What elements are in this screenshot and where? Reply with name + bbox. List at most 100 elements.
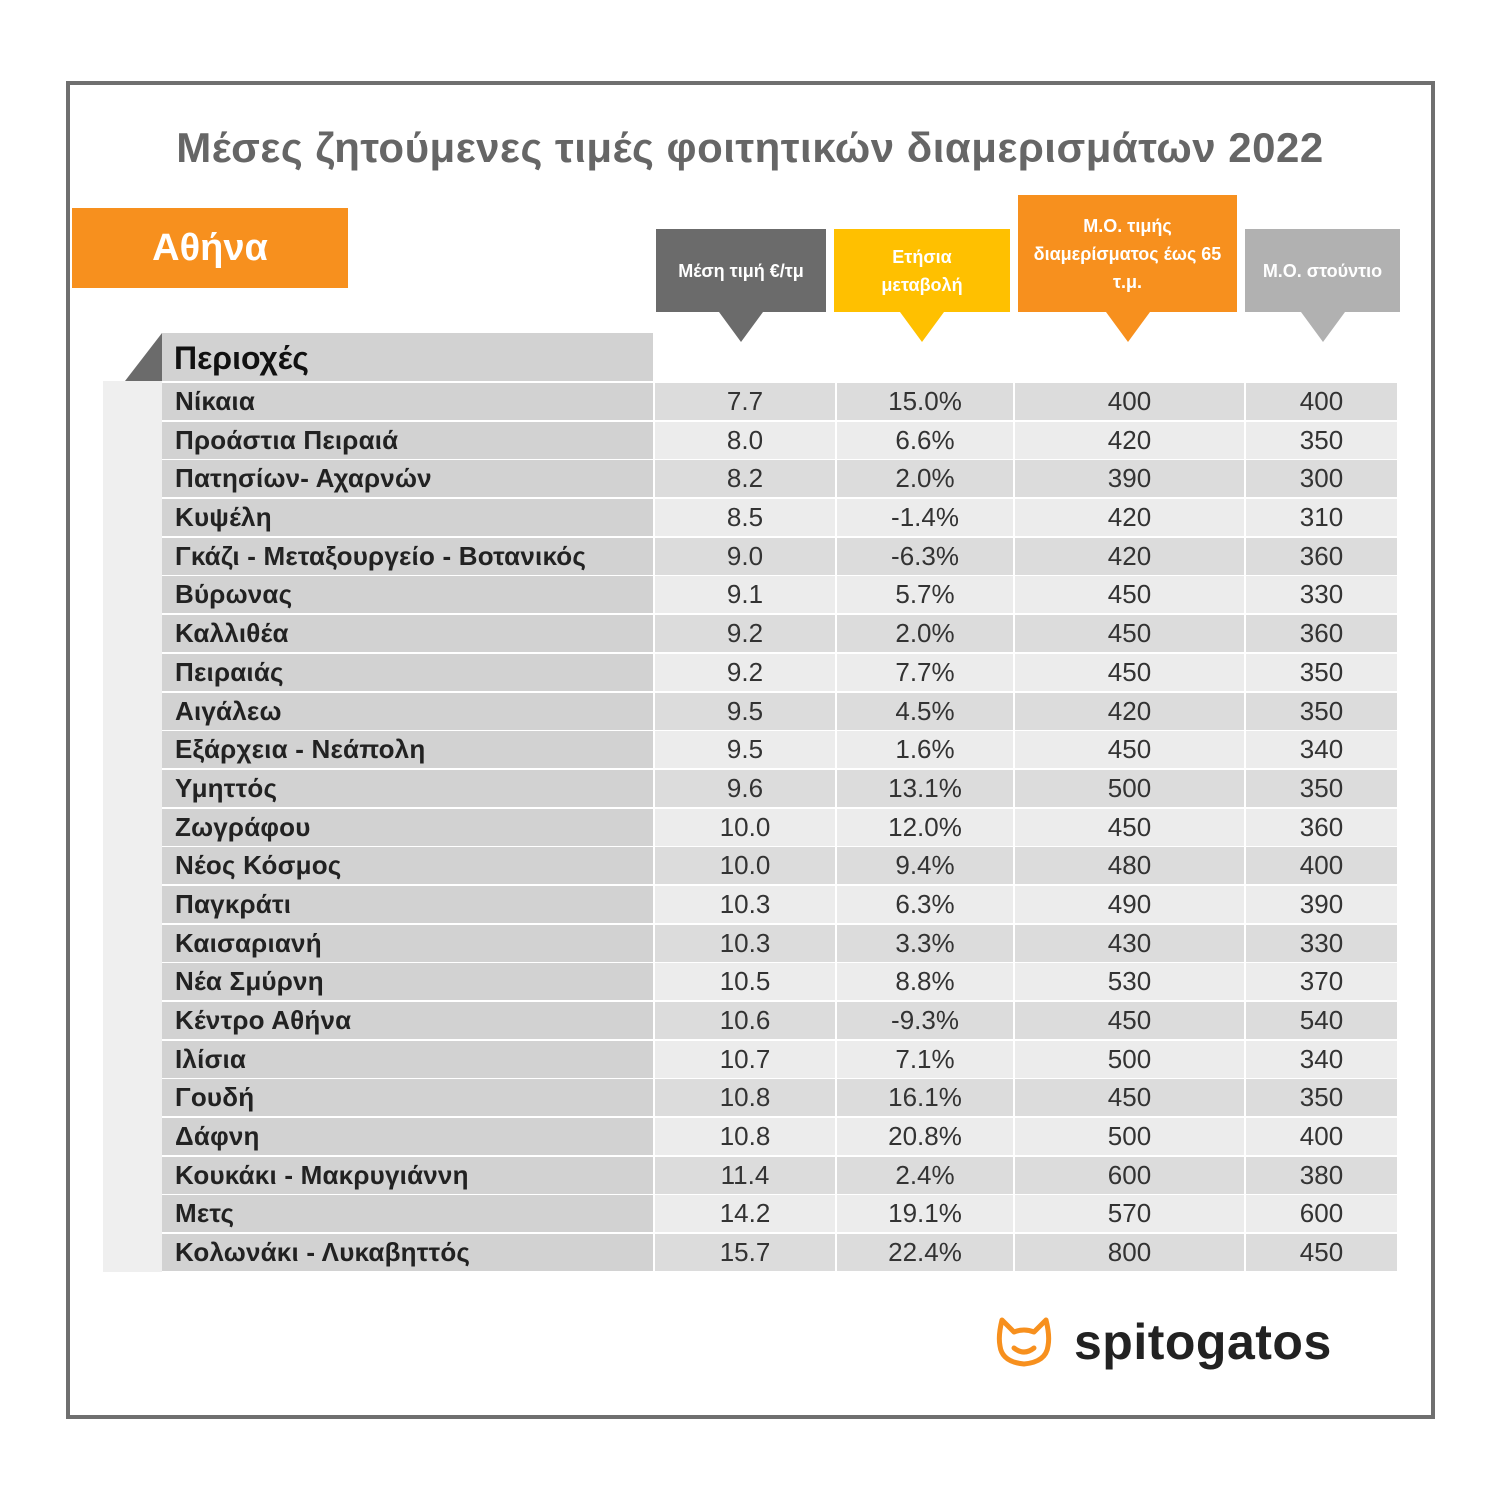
apartment-price-cell: 450 bbox=[1015, 1002, 1244, 1039]
header-apartment-price: Μ.Ο. τιμής διαμερίσματος έως 65 τ.μ. bbox=[1018, 195, 1237, 342]
apartment-price-cell: 400 bbox=[1015, 383, 1244, 420]
table-row: Μετς 14.2 19.1% 570 600 bbox=[162, 1195, 1397, 1234]
header-annual-change-label: Ετήσια μεταβολή bbox=[881, 246, 963, 295]
area-cell: Ζωγράφου bbox=[162, 808, 653, 846]
studio-price-cell: 400 bbox=[1246, 847, 1397, 885]
avg-price-cell: 8.5 bbox=[655, 499, 835, 537]
logo-text: spitogatos bbox=[1074, 1314, 1332, 1370]
annual-change-cell: -1.4% bbox=[837, 499, 1013, 537]
annual-change-cell: 7.1% bbox=[837, 1040, 1013, 1078]
table-row: Νίκαια 7.7 15.0% 400 400 bbox=[162, 383, 1397, 422]
studio-price-cell: 360 bbox=[1246, 808, 1397, 846]
area-cell: Κέντρο Αθήνα bbox=[162, 1002, 653, 1039]
table-row: Γουδή 10.8 16.1% 450 350 bbox=[162, 1079, 1397, 1118]
table-row: Πειραιάς 9.2 7.7% 450 350 bbox=[162, 653, 1397, 693]
avg-price-cell: 11.4 bbox=[655, 1156, 835, 1194]
area-cell: Προάστια Πειραιά bbox=[162, 421, 653, 459]
apartment-price-cell: 500 bbox=[1015, 1118, 1244, 1156]
annual-change-cell: 6.3% bbox=[837, 885, 1013, 923]
avg-price-cell: 9.5 bbox=[655, 692, 835, 730]
areas-header-corner bbox=[125, 333, 162, 381]
avg-price-cell: 10.7 bbox=[655, 1040, 835, 1078]
area-cell: Γουδή bbox=[162, 1079, 653, 1117]
table-row: Κουκάκι - Μακρυγιάννη 11.4 2.4% 600 380 bbox=[162, 1156, 1397, 1196]
header-apartment-price-label: Μ.Ο. τιμής διαμερίσματος έως 65 τ.μ. bbox=[1033, 215, 1222, 292]
area-cell: Πειραιάς bbox=[162, 653, 653, 691]
annual-change-cell: 4.5% bbox=[837, 692, 1013, 730]
table-row: Ζωγράφου 10.0 12.0% 450 360 bbox=[162, 808, 1397, 848]
apartment-price-cell: 450 bbox=[1015, 653, 1244, 691]
header-apartment-price-pointer bbox=[1105, 312, 1150, 342]
table-row: Υμηττός 9.6 13.1% 500 350 bbox=[162, 769, 1397, 809]
avg-price-cell: 10.3 bbox=[655, 924, 835, 962]
apartment-price-cell: 530 bbox=[1015, 963, 1244, 1001]
annual-change-cell: 7.7% bbox=[837, 653, 1013, 691]
avg-price-cell: 10.5 bbox=[655, 963, 835, 1001]
avg-price-cell: 7.7 bbox=[655, 383, 835, 420]
avg-price-cell: 9.5 bbox=[655, 731, 835, 769]
studio-price-cell: 350 bbox=[1246, 692, 1397, 730]
avg-price-cell: 10.8 bbox=[655, 1118, 835, 1156]
annual-change-cell: -9.3% bbox=[837, 1002, 1013, 1039]
annual-change-cell: 16.1% bbox=[837, 1079, 1013, 1117]
avg-price-cell: 8.0 bbox=[655, 421, 835, 459]
avg-price-cell: 15.7 bbox=[655, 1234, 835, 1272]
header-avg-price: Μέση τιμή €/τμ bbox=[656, 229, 826, 342]
area-cell: Ιλίσια bbox=[162, 1040, 653, 1078]
area-cell: Εξάρχεια - Νεάπολη bbox=[162, 731, 653, 769]
studio-price-cell: 310 bbox=[1246, 499, 1397, 537]
area-cell: Πατησίων- Αχαρνών bbox=[162, 460, 653, 498]
table-row: Εξάρχεια - Νεάπολη 9.5 1.6% 450 340 bbox=[162, 731, 1397, 770]
apartment-price-cell: 450 bbox=[1015, 808, 1244, 846]
apartment-price-cell: 450 bbox=[1015, 731, 1244, 769]
avg-price-cell: 10.0 bbox=[655, 847, 835, 885]
studio-price-cell: 390 bbox=[1246, 885, 1397, 923]
area-cell: Παγκράτι bbox=[162, 885, 653, 923]
apartment-price-cell: 450 bbox=[1015, 615, 1244, 653]
table-row: Νέος Κόσμος 10.0 9.4% 480 400 bbox=[162, 847, 1397, 886]
studio-price-cell: 450 bbox=[1246, 1234, 1397, 1272]
apartment-price-cell: 480 bbox=[1015, 847, 1244, 885]
annual-change-cell: 2.4% bbox=[837, 1156, 1013, 1194]
studio-price-cell: 340 bbox=[1246, 731, 1397, 769]
area-cell: Νέος Κόσμος bbox=[162, 847, 653, 885]
table-row: Βύρωνας 9.1 5.7% 450 330 bbox=[162, 576, 1397, 615]
header-studio-price-pointer bbox=[1300, 312, 1345, 342]
side-strip bbox=[103, 381, 162, 1272]
apartment-price-cell: 390 bbox=[1015, 460, 1244, 498]
avg-price-cell: 9.0 bbox=[655, 537, 835, 575]
avg-price-cell: 9.2 bbox=[655, 653, 835, 691]
studio-price-cell: 350 bbox=[1246, 1079, 1397, 1117]
studio-price-cell: 360 bbox=[1246, 537, 1397, 575]
price-table: Νίκαια 7.7 15.0% 400 400 Προάστια Πειραιά 8.0 6… bbox=[162, 383, 1397, 1273]
studio-price-cell: 350 bbox=[1246, 769, 1397, 807]
studio-price-cell: 400 bbox=[1246, 1118, 1397, 1156]
table-row: Νέα Σμύρνη 10.5 8.8% 530 370 bbox=[162, 963, 1397, 1002]
annual-change-cell: 8.8% bbox=[837, 963, 1013, 1001]
avg-price-cell: 8.2 bbox=[655, 460, 835, 498]
annual-change-cell: 19.1% bbox=[837, 1195, 1013, 1233]
apartment-price-cell: 420 bbox=[1015, 421, 1244, 459]
header-annual-change: Ετήσια μεταβολή bbox=[834, 229, 1010, 342]
apartment-price-cell: 420 bbox=[1015, 499, 1244, 537]
annual-change-cell: 2.0% bbox=[837, 460, 1013, 498]
table-row: Ιλίσια 10.7 7.1% 500 340 bbox=[162, 1040, 1397, 1080]
annual-change-cell: 5.7% bbox=[837, 576, 1013, 614]
areas-header: Περιοχές bbox=[162, 333, 653, 381]
annual-change-cell: -6.3% bbox=[837, 537, 1013, 575]
table-row: Κέντρο Αθήνα 10.6 -9.3% 450 540 bbox=[162, 1002, 1397, 1041]
annual-change-cell: 6.6% bbox=[837, 421, 1013, 459]
table-row: Γκάζι - Μεταξουργείο - Βοτανικός 9.0 -6.3%… bbox=[162, 537, 1397, 577]
studio-price-cell: 400 bbox=[1246, 383, 1397, 420]
apartment-price-cell: 500 bbox=[1015, 1040, 1244, 1078]
studio-price-cell: 330 bbox=[1246, 924, 1397, 962]
avg-price-cell: 10.0 bbox=[655, 808, 835, 846]
apartment-price-cell: 570 bbox=[1015, 1195, 1244, 1233]
spitogatos-logo: spitogatos bbox=[994, 1312, 1332, 1372]
annual-change-cell: 22.4% bbox=[837, 1234, 1013, 1272]
cat-head-icon bbox=[996, 1317, 1052, 1367]
studio-price-cell: 380 bbox=[1246, 1156, 1397, 1194]
apartment-price-cell: 490 bbox=[1015, 885, 1244, 923]
apartment-price-cell: 500 bbox=[1015, 769, 1244, 807]
area-cell: Δάφνη bbox=[162, 1118, 653, 1156]
